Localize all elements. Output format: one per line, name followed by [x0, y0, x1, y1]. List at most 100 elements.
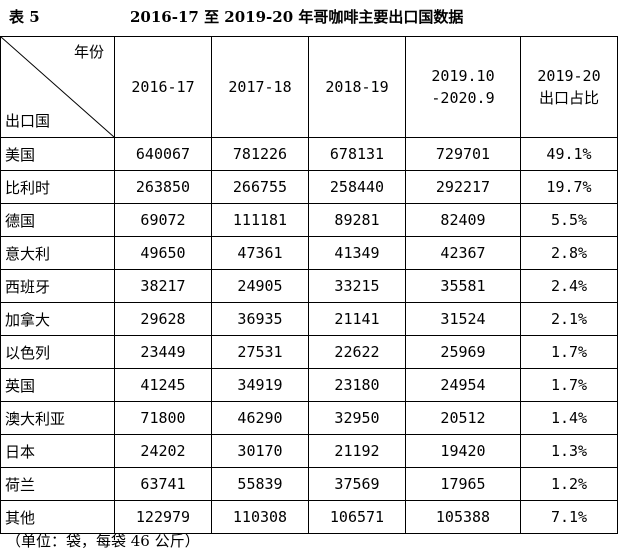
header-2019-20-period: 2019.10 -2020.9 [405, 36, 521, 138]
value-2016-17-cell: 24202 [114, 434, 212, 468]
country-cell: 意大利 [0, 236, 115, 270]
value-2017-18-cell: 110308 [211, 500, 309, 534]
share-cell: 2.8% [520, 236, 618, 270]
table-row: 其他 122979 110308 106571 105388 7.1% [0, 500, 618, 534]
value-2019-20-cell: 25969 [405, 335, 521, 369]
value-2017-18-cell: 55839 [211, 467, 309, 501]
corner-year-label: 年份 [73, 43, 104, 61]
value-2018-19-cell: 21141 [308, 302, 406, 336]
value-2016-17-cell: 38217 [114, 269, 212, 303]
table-row: 德国 69072 111181 89281 82409 5.5% [0, 203, 618, 237]
value-2016-17-cell: 69072 [114, 203, 212, 237]
country-cell: 德国 [0, 203, 115, 237]
value-2018-19-cell: 678131 [308, 137, 406, 171]
value-2019-20-cell: 729701 [405, 137, 521, 171]
value-2018-19-cell: 21192 [308, 434, 406, 468]
value-2017-18-cell: 781226 [211, 137, 309, 171]
header-period-line1: 2019.10 [431, 67, 495, 85]
corner-country-label: 出口国 [5, 112, 51, 130]
value-2016-17-cell: 640067 [114, 137, 212, 171]
header-share: 2019-20 出口占比 [520, 36, 618, 138]
value-2018-19-cell: 22622 [308, 335, 406, 369]
country-cell: 其他 [0, 500, 115, 534]
country-cell: 西班牙 [0, 269, 115, 303]
share-cell: 5.5% [520, 203, 618, 237]
value-2018-19-cell: 23180 [308, 368, 406, 402]
header-share-line2: 出口占比 [538, 89, 599, 107]
share-cell: 49.1% [520, 137, 618, 171]
diagonal-divider [1, 37, 114, 137]
country-cell: 美国 [0, 137, 115, 171]
table-row: 日本 24202 30170 21192 19420 1.3% [0, 434, 618, 468]
table-row: 意大利 49650 47361 41349 42367 2.8% [0, 236, 618, 270]
value-2017-18-cell: 111181 [211, 203, 309, 237]
share-cell: 2.1% [520, 302, 618, 336]
share-cell: 19.7% [520, 170, 618, 204]
value-2016-17-cell: 49650 [114, 236, 212, 270]
header-2018-19: 2018-19 [308, 36, 406, 138]
share-cell: 1.4% [520, 401, 618, 435]
share-cell: 1.2% [520, 467, 618, 501]
table-title: 2016-17 至 2019-20 年哥咖啡主要出口国数据 [130, 8, 464, 26]
value-2016-17-cell: 41245 [114, 368, 212, 402]
header-period-line2: -2020.9 [431, 89, 495, 107]
export-data-table: 年份 出口国 2016-17 2017-18 2018-19 2019.10 -… [0, 36, 618, 534]
table-caption: 表 5 2016-17 至 2019-20 年哥咖啡主要出口国数据 [0, 6, 618, 32]
value-2018-19-cell: 258440 [308, 170, 406, 204]
table-row: 英国 41245 34919 23180 24954 1.7% [0, 368, 618, 402]
value-2019-20-cell: 24954 [405, 368, 521, 402]
share-cell: 2.4% [520, 269, 618, 303]
value-2018-19-cell: 37569 [308, 467, 406, 501]
country-cell: 日本 [0, 434, 115, 468]
value-2017-18-cell: 27531 [211, 335, 309, 369]
table-row: 西班牙 38217 24905 33215 35581 2.4% [0, 269, 618, 303]
value-2019-20-cell: 20512 [405, 401, 521, 435]
table-row: 以色列 23449 27531 22622 25969 1.7% [0, 335, 618, 369]
value-2018-19-cell: 41349 [308, 236, 406, 270]
country-cell: 英国 [0, 368, 115, 402]
value-2017-18-cell: 266755 [211, 170, 309, 204]
value-2018-19-cell: 33215 [308, 269, 406, 303]
table-row: 比利时 263850 266755 258440 292217 19.7% [0, 170, 618, 204]
share-cell: 1.7% [520, 368, 618, 402]
value-2017-18-cell: 36935 [211, 302, 309, 336]
table-row: 美国 640067 781226 678131 729701 49.1% [0, 137, 618, 171]
value-2018-19-cell: 106571 [308, 500, 406, 534]
value-2019-20-cell: 292217 [405, 170, 521, 204]
value-2017-18-cell: 30170 [211, 434, 309, 468]
value-2018-19-cell: 32950 [308, 401, 406, 435]
value-2019-20-cell: 31524 [405, 302, 521, 336]
header-share-line1: 2019-20 [537, 67, 601, 85]
country-cell: 加拿大 [0, 302, 115, 336]
value-2018-19-cell: 89281 [308, 203, 406, 237]
country-cell: 以色列 [0, 335, 115, 369]
share-cell: 1.3% [520, 434, 618, 468]
corner-header-cell: 年份 出口国 [0, 36, 115, 138]
value-2019-20-cell: 42367 [405, 236, 521, 270]
share-cell: 1.7% [520, 335, 618, 369]
value-2016-17-cell: 23449 [114, 335, 212, 369]
value-2019-20-cell: 17965 [405, 467, 521, 501]
value-2016-17-cell: 29628 [114, 302, 212, 336]
table-row: 加拿大 29628 36935 21141 31524 2.1% [0, 302, 618, 336]
value-2016-17-cell: 263850 [114, 170, 212, 204]
value-2016-17-cell: 122979 [114, 500, 212, 534]
share-cell: 7.1% [520, 500, 618, 534]
header-row: 年份 出口国 2016-17 2017-18 2018-19 2019.10 -… [0, 36, 618, 138]
unit-note: （单位：袋，每袋 46 公斤） [6, 532, 200, 550]
country-cell: 比利时 [0, 170, 115, 204]
value-2016-17-cell: 71800 [114, 401, 212, 435]
value-2017-18-cell: 24905 [211, 269, 309, 303]
value-2019-20-cell: 105388 [405, 500, 521, 534]
header-2017-18: 2017-18 [211, 36, 309, 138]
value-2019-20-cell: 82409 [405, 203, 521, 237]
table-number: 表 5 [9, 8, 40, 26]
table-row: 荷兰 63741 55839 37569 17965 1.2% [0, 467, 618, 501]
value-2019-20-cell: 35581 [405, 269, 521, 303]
value-2016-17-cell: 63741 [114, 467, 212, 501]
header-2016-17: 2016-17 [114, 36, 212, 138]
value-2017-18-cell: 46290 [211, 401, 309, 435]
value-2019-20-cell: 19420 [405, 434, 521, 468]
table-row: 澳大利亚 71800 46290 32950 20512 1.4% [0, 401, 618, 435]
country-cell: 澳大利亚 [0, 401, 115, 435]
